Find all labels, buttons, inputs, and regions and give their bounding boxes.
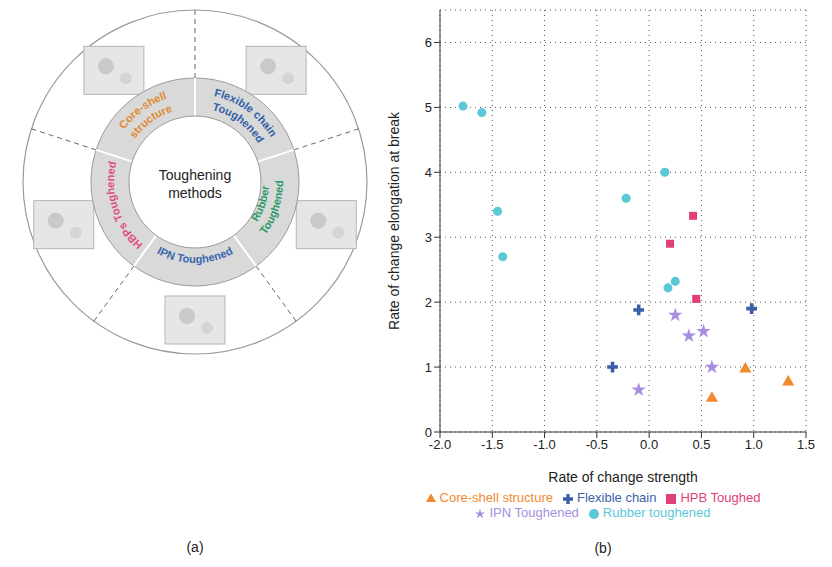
- html-text:Core-shell structure: Core-shell structure: [439, 490, 553, 505]
- html-text:(b): (b): [594, 540, 612, 556]
- svg-text:HBPs Toughened: HBPs Toughened: [103, 160, 145, 252]
- html-text:Rubber toughened: Rubber toughened: [602, 505, 711, 520]
- svg-text:1.5: 1.5: [797, 437, 815, 452]
- svg-text:methods: methods: [168, 185, 222, 201]
- svg-text:-1.0: -1.0: [533, 437, 555, 452]
- svg-text:Rate of change elongation at b: Rate of change elongation at break: [386, 111, 402, 330]
- html-text:Flexible chain: Flexible chain: [577, 490, 657, 505]
- svg-text:1: 1: [425, 360, 432, 375]
- svg-text:4: 4: [425, 165, 432, 180]
- svg-text:Flexible chain: Flexible chain: [213, 86, 280, 139]
- svg-text:6: 6: [425, 35, 432, 50]
- svg-text:2: 2: [425, 295, 432, 310]
- svg-text:Toughened: Toughened: [257, 180, 285, 236]
- html-text:IPN Toughened: IPN Toughened: [489, 505, 579, 520]
- svg-text:structure: structure: [126, 102, 174, 141]
- svg-text:0: 0: [425, 425, 432, 440]
- svg-text:-1.5: -1.5: [481, 437, 503, 452]
- svg-text:Toughening: Toughening: [159, 167, 231, 183]
- html-text:HPB Toughed: HPB Toughed: [680, 490, 761, 505]
- svg-text:0.0: 0.0: [640, 437, 658, 452]
- svg-text:Core-shell: Core-shell: [116, 89, 168, 131]
- svg-text:Toughened: Toughened: [211, 100, 267, 145]
- svg-text:(a): (a): [186, 539, 203, 555]
- svg-text:0.5: 0.5: [692, 437, 710, 452]
- svg-text:1.0: 1.0: [745, 437, 763, 452]
- svg-text:IPN Toughened: IPN Toughened: [155, 244, 235, 266]
- svg-text:5: 5: [425, 100, 432, 115]
- svg-text:3: 3: [425, 230, 432, 245]
- svg-text:Rate of change strength: Rate of change strength: [548, 469, 697, 485]
- svg-text:-0.5: -0.5: [586, 437, 608, 452]
- svg-text:-2.0: -2.0: [429, 437, 451, 452]
